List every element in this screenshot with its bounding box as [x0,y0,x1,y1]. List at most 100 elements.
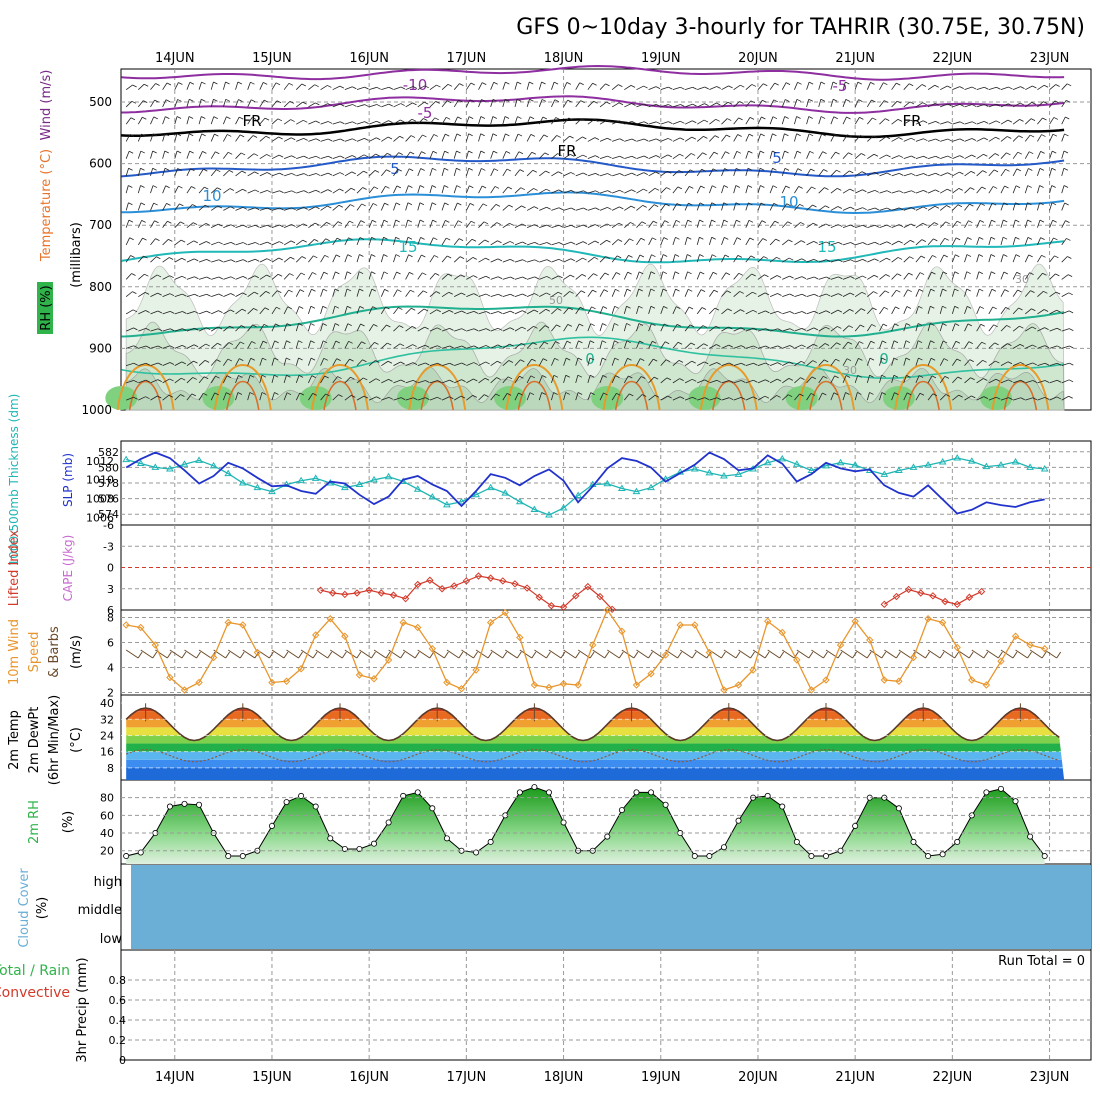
date-label-top: 15JUN [252,51,292,66]
wind-barb-feather [277,290,282,294]
wind-barb [879,392,886,401]
wind-barb-staff [781,133,785,142]
wind-barb-staff [454,292,462,298]
wind-barb-feather [772,116,778,120]
wind-barb-staff [915,173,924,177]
wind-barb-staff [526,309,535,315]
wind-barb-staff [599,119,608,125]
thickness-point [268,487,276,495]
wind10-point [807,686,816,694]
wind-barb-feather [676,323,682,327]
wind-barb [332,394,343,401]
wind-barb [660,254,668,263]
wind-barb [648,204,659,211]
wind10-point [224,618,232,627]
wind-barb [417,254,426,263]
wind-barb-staff [174,116,178,125]
slp-tick-label: 1008 [86,493,114,506]
wind-barb [1000,136,1012,142]
wind-barb-feather [923,190,928,193]
wind-barb [672,86,685,91]
wind-barb-staff [125,237,131,246]
wind-barb-feather [279,224,284,228]
slp-tick-label: 1006 [86,511,114,524]
wind-barb-staff [332,121,341,125]
wind10-barb-feather [473,651,478,659]
wind-barb [259,374,267,384]
wind-barb-feather [529,392,535,396]
wind-barb-staff [271,207,280,211]
rh-label-swatch [37,282,53,334]
wind-barb-feather [554,99,560,103]
wind-barb [842,224,855,229]
wind-barb [308,222,320,228]
wind-barb [356,341,366,349]
wind-barb-staff [198,327,207,332]
wind-barb [308,102,320,108]
wind-barb-staff [271,224,280,229]
wind-barb-staff [235,275,244,280]
wind-barb-staff [903,223,912,229]
wind-barb-staff [1024,118,1032,125]
wind-barb-staff [514,276,523,280]
wind-barb [551,224,564,229]
thickness-point [472,490,480,498]
wind-barb-feather [735,202,741,206]
wind-barb-staff [757,116,762,125]
wind-barb-feather [884,100,889,103]
wind-barb-staff [891,340,895,349]
wind-barb-staff [708,185,713,194]
wind-barb-feather [310,340,315,344]
wind-barb-feather [529,98,534,102]
wind-barb-staff [393,325,400,332]
wind-barb-feather [1063,150,1069,154]
wind-barb-staff [368,378,377,384]
wind-barb [271,118,283,125]
wind-barb-staff [842,276,851,280]
thickness-point [559,503,568,511]
wind-barb-feather [522,241,527,245]
wind-barb-staff [150,220,155,228]
wind-barb [478,311,491,315]
wind-barb-staff [903,137,912,142]
wind-barb [672,341,683,349]
wind-barb-feather [228,170,234,173]
wind-barb-staff [174,293,183,298]
wind-barb-feather [1027,219,1032,223]
wind-barb [903,374,911,384]
wind-barb-feather [862,207,867,211]
wind-barb [551,171,563,177]
wind-barb-feather [1066,238,1071,241]
wind-barb [235,152,246,159]
wind-barb-feather [631,155,637,159]
wind-barb-staff [660,104,669,108]
wind-barb-feather [407,236,413,240]
wind-barb-feather [1008,397,1013,400]
wind-barb [854,357,863,366]
wind-barb-staff [1049,273,1056,280]
wind-barb [794,150,802,159]
wind-barb [1049,273,1060,280]
wind-barb-staff [709,135,716,142]
wind-barb-staff [587,101,594,108]
wind-barb-staff [842,325,850,332]
wind-barb-staff [538,81,542,90]
wind-barb-feather [301,83,307,87]
wind-barb [186,204,197,211]
wind-barb-staff [587,257,595,263]
wind-barb [283,273,294,280]
wind-barb-staff [696,219,700,228]
wind-barb-feather [810,393,816,396]
wind-barb-staff [684,186,690,194]
wind-barb-feather [922,102,927,106]
wind-barb-staff [1061,345,1070,349]
wind-barb-feather [278,136,283,140]
wind10-barb-staff [198,649,212,659]
wind-barb-staff [295,289,301,297]
wind-barb-staff [940,85,948,91]
wind-barb [283,374,291,384]
wind-barb [1012,362,1025,367]
wind-barb [1061,256,1072,263]
wind-barb [502,116,510,125]
wind-barb-feather [255,224,260,228]
